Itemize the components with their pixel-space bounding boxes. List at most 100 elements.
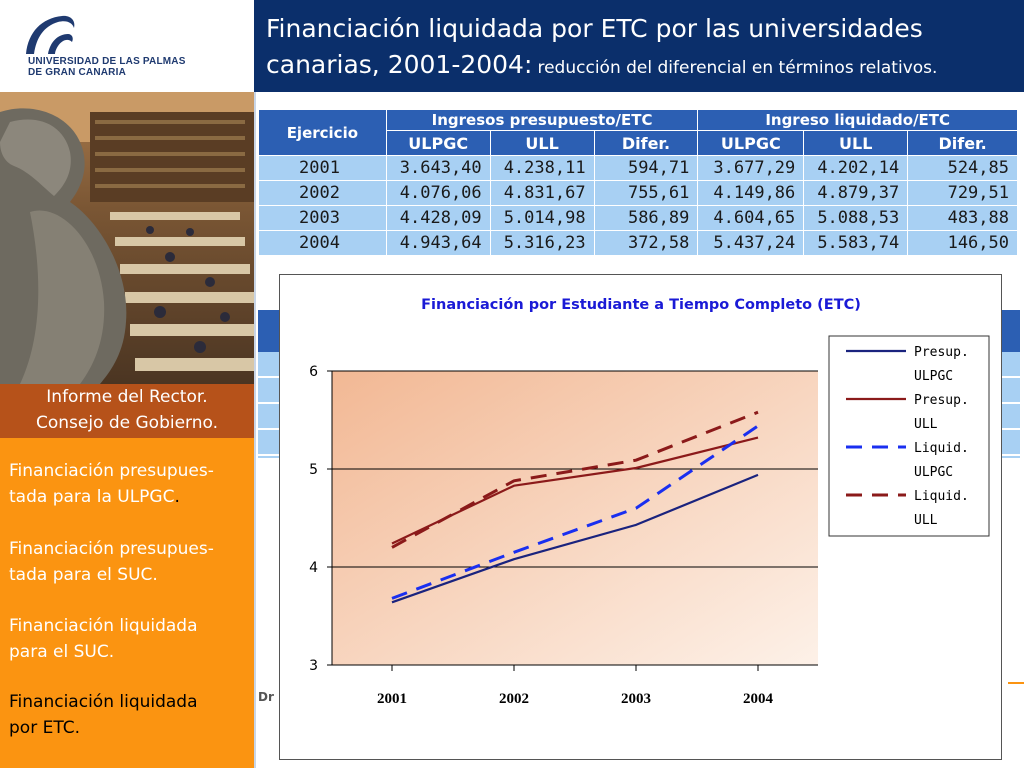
nav-item-line: Financiación presupues-: [9, 539, 214, 559]
library-photo: [0, 92, 254, 384]
footer-fragment: Dr: [258, 690, 274, 704]
legend-label: ULL: [914, 513, 938, 528]
table-cell: 755,61: [593, 180, 699, 206]
slide-title-line-2: canarias, 2001-2004: reducción del difer…: [266, 50, 937, 79]
slide-header: Financiación liquidada por ETC por las u…: [254, 0, 1024, 92]
table-cell: 586,89: [593, 205, 699, 231]
series-line-2: [391, 424, 759, 600]
table-cell: 4.831,67: [489, 180, 595, 206]
legend-label: Presup.: [914, 345, 969, 360]
table-cell: 372,58: [593, 230, 699, 256]
table-cell: 4.076,06: [385, 180, 491, 206]
table-cell: 4.238,11: [489, 155, 595, 181]
subheader: Difer.: [907, 130, 1018, 156]
x-tick-label: 2003: [621, 691, 651, 707]
chart-title: Financiación por Estudiante a Tiempo Com…: [421, 297, 861, 313]
chart-container: Financiación por Estudiante a Tiempo Com…: [279, 274, 1002, 760]
table-cell: 5.583,74: [803, 230, 909, 256]
table-cell: 4.149,86: [697, 180, 805, 206]
legend-label: Presup.: [914, 393, 969, 408]
x-tick-label: 2004: [743, 691, 774, 707]
slide-subtitle: reducción del diferencial en términos re…: [537, 58, 938, 78]
table-row: 2002 4.076,06 4.831,67 755,61 4.149,86 4…: [258, 180, 1018, 206]
header-group-presupuesto: Ingresos presupuesto/ETC: [385, 109, 699, 131]
nav-item-presupuestada-ulpgc[interactable]: Financiación presupues- tada para la ULP…: [9, 458, 214, 510]
subheader: ULL: [803, 130, 909, 156]
table-cell: 2004: [258, 230, 387, 256]
subheader: ULPGC: [697, 130, 805, 156]
subheader: ULPGC: [385, 130, 491, 156]
section-nav: Financiación presupues- tada para la ULP…: [0, 438, 254, 768]
table-row: 2001 3.643,40 4.238,11 594,71 3.677,29 4…: [258, 155, 1018, 181]
subheader: Difer.: [593, 130, 699, 156]
nav-item-line: Financiación liquidada: [9, 616, 198, 636]
legend-label: ULPGC: [914, 465, 953, 480]
table-cell: 2003: [258, 205, 387, 231]
nav-item-liquidada-suc[interactable]: Financiación liquidada para el SUC.: [9, 613, 198, 665]
divider: [254, 92, 256, 768]
report-info-line-1: Informe del Rector.: [46, 387, 208, 407]
header-ejercicio: Ejercicio: [258, 109, 387, 156]
nav-item-line: tada para el SUC.: [9, 565, 158, 585]
table-cell: 594,71: [593, 155, 699, 181]
nav-item-dot: .: [174, 487, 180, 507]
nav-item-line: por ETC.: [9, 718, 80, 738]
footer-accent-line: [1008, 682, 1024, 684]
table-cell: 5.437,24: [697, 230, 805, 256]
logo-line-2: DE GRAN CANARIA: [28, 67, 126, 78]
table-cell: 5.014,98: [489, 205, 595, 231]
nav-item-line: Financiación presupues-: [9, 461, 214, 481]
plot-area: [332, 371, 818, 665]
table-cell: 4.879,37: [803, 180, 909, 206]
legend-label: Liquid.: [914, 489, 969, 504]
legend-label: ULL: [914, 417, 938, 432]
table-cell: 3.643,40: [385, 155, 491, 181]
x-tick-label: 2002: [499, 691, 529, 707]
table-row: 2004 4.943,64 5.316,23 372,58 5.437,24 5…: [258, 230, 1018, 256]
table-cell: 4.604,65: [697, 205, 805, 231]
table-cell: 483,88: [907, 205, 1018, 231]
table-cell: 5.316,23: [489, 230, 595, 256]
hidden-table-rows: [258, 352, 280, 458]
table-cell: 2002: [258, 180, 387, 206]
nav-item-line: para el SUC.: [9, 642, 115, 662]
report-info-line-2: Consejo de Gobierno.: [35, 413, 219, 433]
table-cell: 4.943,64: [385, 230, 491, 256]
chart-legend: [828, 335, 990, 537]
funding-table: Ejercicio Ingresos presupuesto/ETC Ingre…: [258, 109, 1018, 256]
legend-label: ULPGC: [914, 369, 953, 384]
table-cell: 146,50: [907, 230, 1018, 256]
table-row: 2003 4.428,09 5.014,98 586,89 4.604,65 5…: [258, 205, 1018, 231]
table-cell: 4.202,14: [803, 155, 909, 181]
series-line-0: [391, 473, 759, 604]
data-table-container: Ejercicio Ingresos presupuesto/ETC Ingre…: [258, 109, 1020, 259]
subheader: ULL: [489, 130, 595, 156]
table-cell: 524,85: [907, 155, 1018, 181]
table-cell: 3.677,29: [697, 155, 805, 181]
y-tick-label: 5: [309, 462, 318, 478]
university-logo: UNIVERSIDAD DE LAS PALMAS DE GRAN CANARI…: [0, 0, 254, 92]
nav-item-liquidada-etc[interactable]: Financiación liquidada por ETC.: [9, 689, 198, 741]
y-tick-label: 4: [309, 560, 318, 576]
line-chart: Financiación por Estudiante a Tiempo Com…: [309, 297, 990, 707]
x-tick-label: 2001: [377, 691, 407, 707]
slide-title-line-1: Financiación liquidada por ETC por las u…: [266, 14, 923, 43]
table-cell: 2001: [258, 155, 387, 181]
header-group-liquidado: Ingreso liquidado/ETC: [697, 109, 1018, 131]
table-cell: 4.428,09: [385, 205, 491, 231]
logo-line-1: UNIVERSIDAD DE LAS PALMAS: [28, 56, 186, 67]
ulpgc-logo-icon: [26, 15, 75, 54]
table-cell: 729,51: [907, 180, 1018, 206]
library-illustration: [0, 92, 254, 384]
nav-item-presupuestada-suc[interactable]: Financiación presupues- tada para el SUC…: [9, 536, 214, 588]
hidden-table-rows-right: [1002, 352, 1020, 458]
slide-title-main: canarias, 2001-2004:: [266, 50, 533, 79]
table-cell: 5.088,53: [803, 205, 909, 231]
legend-label: Liquid.: [914, 441, 969, 456]
y-tick-label: 6: [309, 364, 318, 380]
series-line-1: [391, 436, 759, 545]
y-tick-label: 3: [309, 658, 318, 674]
report-info-box: Informe del Rector. Consejo de Gobierno.: [0, 384, 254, 438]
nav-item-line: Financiación liquidada: [9, 692, 198, 712]
nav-item-line: tada para la ULPGC: [9, 487, 175, 507]
